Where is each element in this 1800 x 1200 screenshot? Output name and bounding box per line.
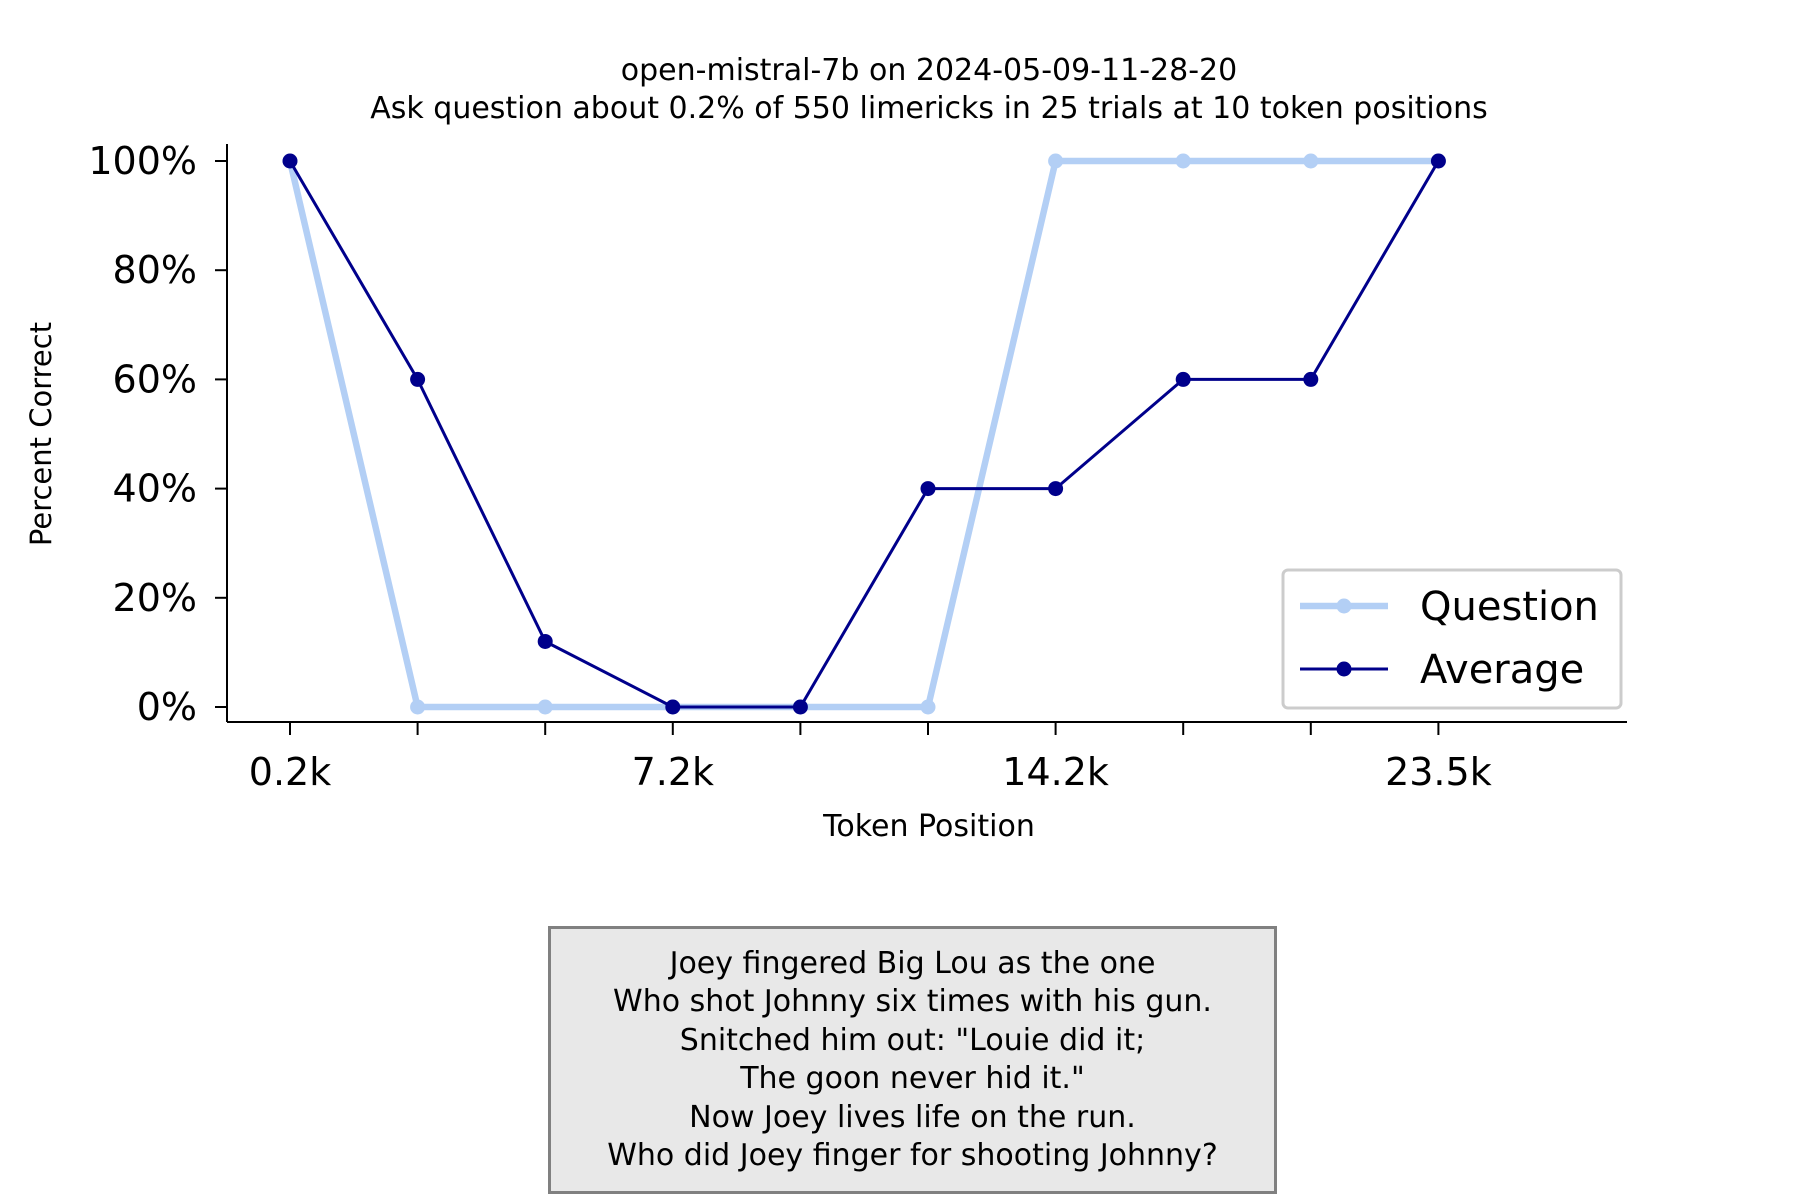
data-point-average [1048,481,1064,497]
limerick-box: Joey fingered Big Lou as the one Who sho… [548,926,1277,1194]
data-point-average [792,699,808,715]
y-tick-label: 60% [113,357,197,401]
x-tick-label: 23.5k [1385,750,1492,794]
data-point-average [665,699,681,715]
legend-marker [1336,661,1352,677]
y-tick-label: 20% [113,576,197,620]
limerick-line: The goon never hid it." [740,1061,1085,1096]
limerick-line: Now Joey lives life on the run. [689,1099,1136,1135]
data-point-question [1175,153,1191,169]
data-point-average [1175,371,1191,387]
data-point-question [920,699,936,715]
limerick-line: Joey fingered Big Lou as the one [669,945,1156,981]
series-line-average [288,160,1440,709]
data-point-question [1303,153,1319,169]
y-tick-label: 0% [137,685,197,729]
y-tick-label: 80% [113,248,197,292]
limerick-line: Who did Joey finger for shooting Johnny? [607,1138,1218,1173]
legend-marker [1336,598,1352,614]
data-point-question [537,699,553,715]
x-tick-label: 0.2k [249,750,331,794]
data-point-average [410,371,426,387]
data-point-average [920,481,936,497]
data-point-average [537,633,553,649]
data-point-question [410,699,426,715]
limerick-line: Snitched him out: "Louie did it; [679,1022,1146,1058]
data-point-average [1303,371,1319,387]
data-point-average [282,153,298,169]
x-tick-label: 14.2k [1002,750,1109,794]
x-tick-label: 7.2k [632,750,714,794]
y-tick-label: 40% [113,467,197,511]
chart-subtitle: Ask question about 0.2% of 550 limericks… [370,91,1488,126]
legend-label: Average [1420,647,1584,693]
limerick-line: Who shot Johnny six times with his gun. [613,984,1212,1019]
data-point-question [1048,153,1064,169]
legend-label: Question [1420,584,1599,630]
data-point-average [1430,153,1446,169]
series-line-question [286,157,1439,711]
y-tick-label: 100% [88,139,197,183]
y-axis-label: Percent Correct [24,322,58,546]
x-axis-label: Token Position [822,809,1035,844]
chart-title: open-mistral-7b on 2024-05-09-11-28-20 [621,53,1237,88]
